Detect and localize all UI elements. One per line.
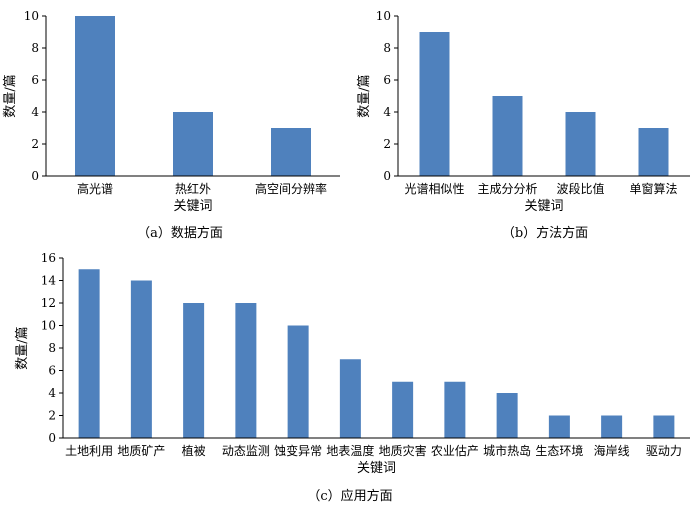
- y-tick-label: 0: [31, 169, 39, 183]
- panel-caption: （c）应用方面: [307, 488, 392, 504]
- y-axis-title: 数量/篇: [3, 74, 18, 117]
- y-axis-title: 数量/篇: [15, 326, 30, 369]
- y-tick-label: 2: [48, 409, 56, 423]
- x-tick-label: 蚀变异常: [274, 443, 322, 458]
- bar: [565, 112, 596, 176]
- panel-caption: （a）数据方面: [137, 225, 223, 241]
- y-tick-label: 10: [376, 9, 391, 23]
- chart-panel-c: 0 2 4 6 8 10 12 14 16 土地利用 地质矿产 植被 动态监测 蚀变异常 地表温度 地质灾害农…: [15, 251, 690, 504]
- y-tick-label: 16: [41, 251, 56, 265]
- x-axis-title: 关键词: [357, 461, 396, 476]
- bar: [392, 381, 414, 438]
- bar: [183, 303, 205, 438]
- y-tick-label: 12: [41, 296, 56, 310]
- panel-caption: （b）方法方面: [502, 225, 588, 241]
- x-tick-label: 植被: [182, 443, 206, 458]
- bar: [130, 280, 152, 438]
- y-tick-label: 4: [48, 386, 56, 400]
- x-tick-label: 单窗算法: [629, 181, 677, 196]
- bar: [653, 415, 675, 438]
- y-tick-label: 10: [41, 319, 56, 333]
- y-tick-label: 6: [31, 73, 39, 87]
- bar: [444, 381, 466, 438]
- y-tick-label: 6: [383, 73, 391, 87]
- x-tick-label: 主成分分析: [477, 182, 537, 196]
- bar: [548, 415, 570, 438]
- y-tick-label: 6: [48, 364, 56, 378]
- y-tick-label: 10: [24, 9, 39, 23]
- y-tick-label: 0: [383, 169, 391, 183]
- bar: [339, 359, 361, 438]
- bar: [638, 128, 669, 176]
- bar: [271, 128, 311, 176]
- y-tick-label: 14: [41, 274, 57, 288]
- x-tick-label: 农业估产: [431, 444, 479, 458]
- bar: [601, 415, 623, 438]
- y-tick-label: 4: [31, 105, 39, 119]
- y-tick-label: 0: [48, 431, 56, 445]
- bar: [235, 303, 257, 438]
- x-tick-label: 海岸线: [594, 443, 630, 458]
- y-tick-label: 8: [31, 41, 39, 55]
- y-axis-title: 数量/篇: [357, 74, 372, 117]
- bar: [496, 393, 518, 438]
- x-tick-label: 城市热岛: [483, 443, 531, 458]
- bar: [419, 32, 450, 176]
- x-tick-label: 波段比值: [556, 181, 604, 196]
- y-tick-label: 4: [383, 105, 391, 119]
- bar: [287, 325, 309, 438]
- y-tick-label: 8: [48, 341, 56, 355]
- x-tick-label: 地质灾害: [379, 443, 427, 458]
- x-tick-label: 高光谱: [77, 181, 113, 196]
- x-tick-label: 驱动力: [646, 444, 682, 458]
- bar: [492, 96, 523, 176]
- bar: [75, 16, 115, 176]
- x-tick-label: 高空间分辨率: [255, 181, 327, 196]
- y-tick-label: 8: [383, 41, 391, 55]
- y-tick-label: 2: [383, 137, 391, 151]
- x-axis-title: 关键词: [173, 199, 212, 214]
- x-tick-label: 光谱相似性: [404, 182, 464, 196]
- x-tick-label: 生态环境: [535, 443, 583, 458]
- x-tick-label: 地表温度: [326, 443, 374, 458]
- x-tick-label: 地质矿产: [117, 444, 165, 458]
- bar: [78, 269, 100, 438]
- x-tick-label: 土地利用: [65, 444, 113, 458]
- y-tick-label: 2: [31, 137, 39, 151]
- x-axis-title: 关键词: [524, 199, 563, 214]
- x-tick-label: 动态监测: [222, 444, 270, 458]
- x-tick-label: 热红外: [175, 181, 211, 196]
- bar: [173, 112, 213, 176]
